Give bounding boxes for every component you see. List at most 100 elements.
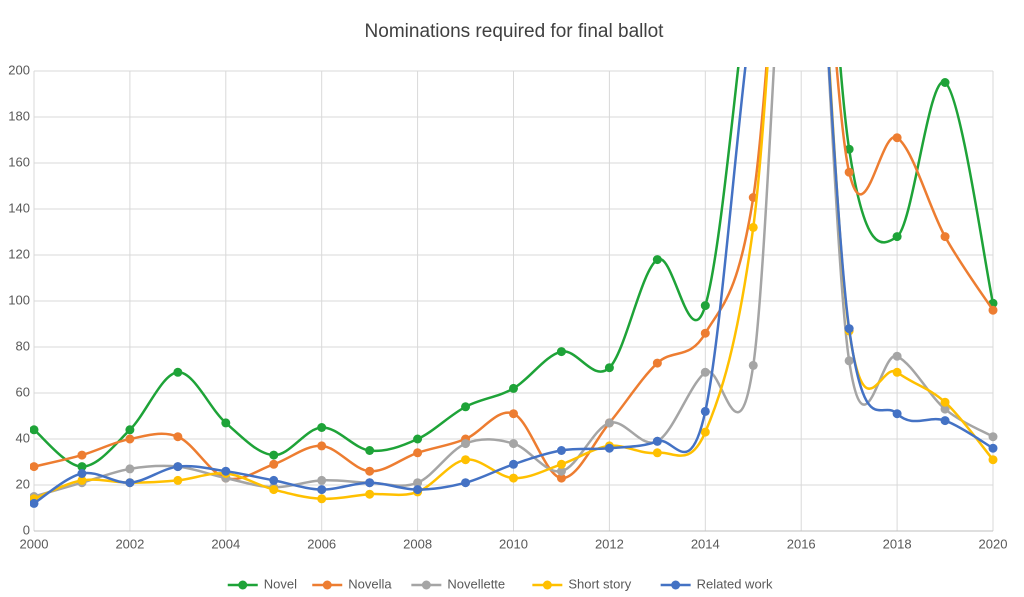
data-point [413, 448, 423, 458]
data-point [77, 462, 87, 472]
data-point [940, 397, 950, 407]
legend-marker [238, 580, 248, 590]
series-line [33, 67, 994, 498]
x-tick-label: 2006 [307, 536, 336, 551]
data-point [604, 363, 614, 373]
data-point [509, 409, 518, 419]
y-tick-label: 20 [16, 476, 30, 491]
data-point [652, 436, 662, 446]
data-point [844, 324, 854, 334]
data-point [269, 485, 279, 495]
data-point [844, 356, 854, 366]
data-point [988, 455, 998, 465]
data-point [221, 418, 231, 428]
data-point [700, 328, 710, 338]
data-point [269, 475, 279, 485]
legend-label: Related work [697, 576, 773, 591]
data-point [30, 498, 39, 508]
data-point [365, 478, 375, 488]
data-point [844, 144, 854, 154]
data-point [556, 347, 566, 357]
data-point [461, 455, 471, 465]
data-point [509, 439, 518, 449]
data-point [604, 443, 614, 453]
data-point [556, 473, 566, 483]
x-tick-label: 2018 [883, 536, 912, 551]
y-tick-label: 0 [23, 522, 30, 537]
data-point [509, 383, 518, 393]
data-point [892, 351, 902, 361]
data-point [988, 305, 998, 315]
data-point [173, 367, 183, 377]
data-point [509, 473, 518, 483]
data-point [173, 462, 183, 472]
data-point [125, 464, 135, 474]
data-point [892, 133, 902, 143]
legend-marker [671, 580, 681, 590]
data-point [892, 409, 902, 419]
data-point [940, 78, 950, 87]
x-tick-label: 2008 [403, 536, 432, 551]
data-point [461, 439, 471, 449]
x-tick-label: 2004 [211, 536, 240, 551]
data-point [700, 301, 710, 311]
legend-marker [421, 580, 431, 590]
chart-title: Nominations required for final ballot [365, 21, 665, 42]
data-point [652, 255, 662, 265]
y-tick-label: 120 [8, 246, 30, 261]
data-point [700, 427, 710, 437]
data-point [652, 358, 662, 368]
data-point [844, 167, 854, 177]
legend-label: Short story [568, 576, 631, 591]
data-point [125, 425, 135, 435]
data-point [892, 367, 902, 377]
data-point [221, 466, 231, 476]
data-point [317, 485, 327, 495]
x-tick-label: 2014 [691, 536, 720, 551]
data-point [125, 434, 135, 444]
y-tick-label: 80 [16, 338, 30, 353]
data-point [125, 478, 135, 488]
data-point [940, 232, 950, 242]
legend-label: Novel [264, 576, 297, 591]
x-tick-label: 2016 [787, 536, 816, 551]
data-point [461, 478, 471, 488]
data-point [556, 459, 566, 469]
data-point [556, 446, 566, 455]
legend-label: Novellette [447, 576, 505, 591]
data-point [988, 443, 998, 453]
data-point [269, 450, 279, 460]
data-point [269, 459, 279, 469]
data-point [77, 450, 87, 460]
data-point [365, 466, 375, 476]
data-point [604, 418, 614, 428]
legend-marker [542, 580, 552, 590]
data-point [173, 475, 183, 485]
data-point [30, 425, 39, 435]
data-point [413, 485, 423, 495]
data-point [748, 360, 758, 370]
y-tick-label: 100 [8, 292, 30, 307]
data-point [556, 466, 566, 476]
x-tick-label: 2010 [499, 536, 528, 551]
series-line [33, 67, 994, 505]
data-point [700, 406, 710, 416]
y-tick-label: 200 [8, 62, 30, 77]
y-tick-label: 180 [8, 108, 30, 123]
x-tick-label: 2002 [115, 536, 144, 551]
x-tick-label: 2000 [20, 536, 49, 551]
y-tick-label: 160 [8, 154, 30, 169]
data-point [317, 441, 327, 451]
legend-label: Novella [348, 576, 392, 591]
data-point [461, 402, 471, 412]
y-tick-label: 60 [16, 384, 30, 399]
legend-marker [322, 580, 332, 590]
data-point [700, 367, 710, 377]
data-point [77, 469, 87, 478]
x-tick-label: 2012 [595, 536, 624, 551]
data-point [173, 432, 183, 442]
plot-area [30, 0, 998, 508]
data-point [317, 475, 327, 485]
data-point [749, 0, 758, 7]
